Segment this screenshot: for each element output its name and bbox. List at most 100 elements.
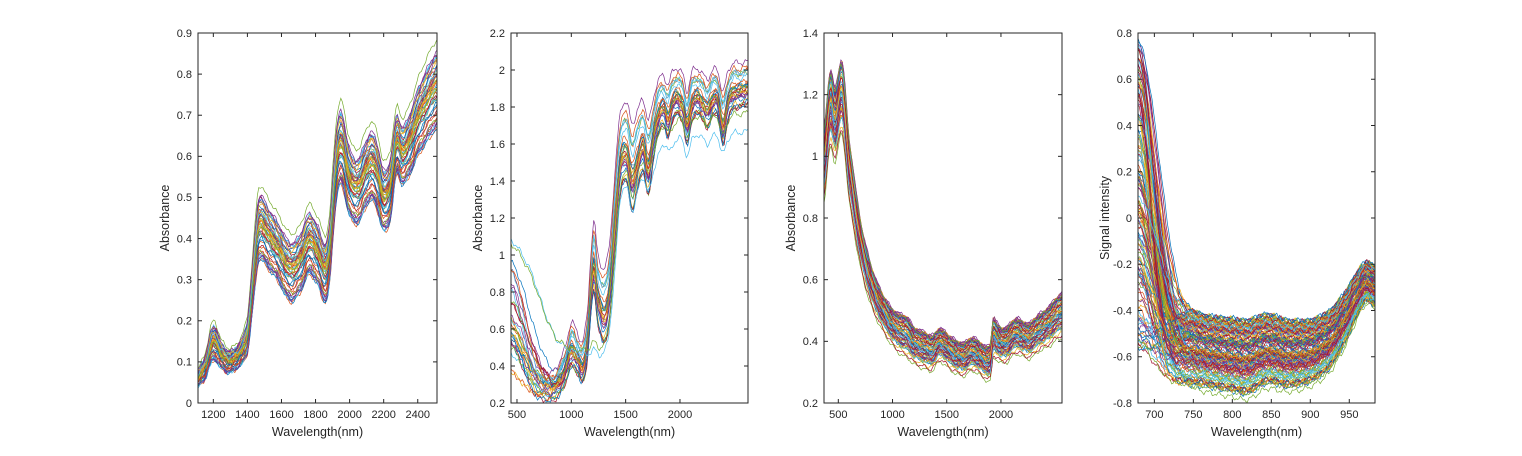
spectrum-line [1138, 137, 1375, 338]
spectrum-line [1138, 284, 1375, 366]
x-tick-label: 1800 [303, 409, 327, 421]
spectrum-line [198, 125, 437, 389]
spectrum-line [1138, 256, 1375, 387]
spectrum-line [824, 109, 1062, 374]
x-tick-label: 900 [1301, 409, 1319, 421]
spectrum-line [198, 56, 437, 375]
y-axis-label: Absorbance [784, 185, 798, 252]
spectrum-line [198, 49, 437, 370]
spectrum-line [824, 66, 1062, 354]
y-tick-label: 1.4 [490, 176, 505, 188]
spectrum-line [198, 67, 437, 375]
spectrum-line [824, 67, 1062, 351]
spectrum-line [1138, 258, 1375, 362]
y-tick-label: 0.6 [490, 324, 505, 336]
spectrum-line [198, 75, 437, 377]
y-tick-label: 0.8 [177, 69, 192, 81]
spectrum-line [1138, 261, 1375, 344]
spectrum-line [511, 78, 748, 389]
y-tick-label: 0.1 [177, 357, 192, 369]
axes-2: 500 1000 1500 2000 0.2 0.4 0.6 0.8 1 1.2 1.4 1.6 1.8… [471, 28, 749, 439]
spectrum-line [511, 68, 748, 384]
spectrum-line [824, 130, 1062, 380]
spectrum-line [1138, 265, 1375, 354]
x-tick-label: 1000 [880, 409, 904, 421]
spectrum-line [198, 64, 437, 375]
spectrum-line [1138, 57, 1375, 336]
spectrum-line [198, 57, 437, 374]
x-tick-label: 1500 [934, 409, 958, 421]
series-lines [511, 59, 748, 403]
spectrum-line [198, 111, 437, 383]
spectrum-line [1138, 93, 1375, 373]
spectrum-line [198, 72, 437, 374]
x-tick-label: 500 [508, 409, 526, 421]
y-tick-label: 0.4 [803, 336, 818, 348]
spectrum-line [824, 62, 1062, 350]
spectrum-line [824, 131, 1062, 383]
y-tick-label: 0.4 [490, 361, 505, 373]
series-lines [198, 39, 437, 389]
spectrum-line [1138, 65, 1375, 375]
subplot-1: 1200 1400 1600 1800 2000 2200 2400 0 0.1 0.2 0.3 0.… [158, 28, 438, 439]
spectrum-line [1138, 159, 1375, 332]
spectrum-line [511, 64, 748, 382]
spectrum-line [511, 93, 748, 399]
axes-3: 500 1000 1500 2000 0.2 0.4 0.6 0.8 1 1.2 1.4 Wavele… [784, 28, 1063, 439]
spectrum-line [824, 77, 1062, 356]
spectrum-line [824, 63, 1062, 353]
spectrum-line [824, 71, 1062, 352]
spectrum-line [198, 73, 437, 379]
x-tick-label: 750 [1184, 409, 1202, 421]
spectrum-line [198, 91, 437, 381]
x-tick-label: 700 [1145, 409, 1163, 421]
x-tick-label: 1400 [235, 409, 259, 421]
spectrum-line [824, 64, 1062, 350]
y-tick-label: 0.2 [490, 398, 505, 410]
spectrum-line [511, 101, 748, 401]
subplot-4: 700 750 800 850 900 950 -0.8 -0.6 -0.4 -0.2 0 0.2 0.… [1098, 28, 1376, 439]
y-tick-label: 0.4 [1117, 120, 1132, 132]
spectrum-line [198, 73, 437, 378]
x-tick-label: 2000 [668, 409, 692, 421]
spectrum-line [824, 62, 1062, 350]
x-axis-label: Wavelength(nm) [272, 425, 363, 439]
y-tick-label: 0.8 [803, 213, 818, 225]
y-tick-label: 1 [812, 151, 818, 163]
y-tick-label: 2 [499, 65, 505, 77]
y-axis-label: Absorbance [158, 185, 172, 252]
spectrum-line [824, 61, 1062, 350]
spectrum-line [824, 60, 1062, 351]
spectrum-line [198, 101, 437, 382]
y-tick-label: 0.2 [1117, 167, 1132, 179]
spectrum-line [511, 92, 748, 397]
y-tick-label: 0.2 [803, 398, 818, 410]
y-tick-label: 1 [499, 250, 505, 262]
y-tick-label: 0.3 [177, 274, 192, 286]
spectrum-line [198, 121, 437, 384]
spectrum-line [824, 71, 1062, 352]
x-axis-label: Wavelength(nm) [1211, 425, 1302, 439]
x-axis-label: Wavelength(nm) [584, 425, 675, 439]
spectrum-line [1138, 119, 1375, 395]
low-green-line [511, 109, 748, 353]
y-tick-label: 0.6 [1117, 74, 1132, 86]
spectrum-line [824, 61, 1062, 350]
spectrum-line [511, 90, 748, 391]
series-lines [1138, 37, 1375, 403]
y-tick-label: 0.8 [490, 287, 505, 299]
spectrum-line [198, 65, 437, 374]
spectrum-line [824, 85, 1062, 362]
x-tick-label: 800 [1223, 409, 1241, 421]
spectrum-line [198, 54, 437, 373]
spectrum-line [824, 65, 1062, 352]
x-tick-label: 2000 [989, 409, 1013, 421]
spectrum-line [198, 88, 437, 382]
subplot-3: 500 1000 1500 2000 0.2 0.4 0.6 0.8 1 1.2 1.4 Wavele… [784, 28, 1063, 439]
y-tick-label: 0.6 [803, 274, 818, 286]
y-tick-label: 1.2 [803, 89, 818, 101]
spectrum-line [824, 116, 1062, 376]
spectrum-line [198, 128, 437, 388]
x-tick-label: 2000 [337, 409, 361, 421]
